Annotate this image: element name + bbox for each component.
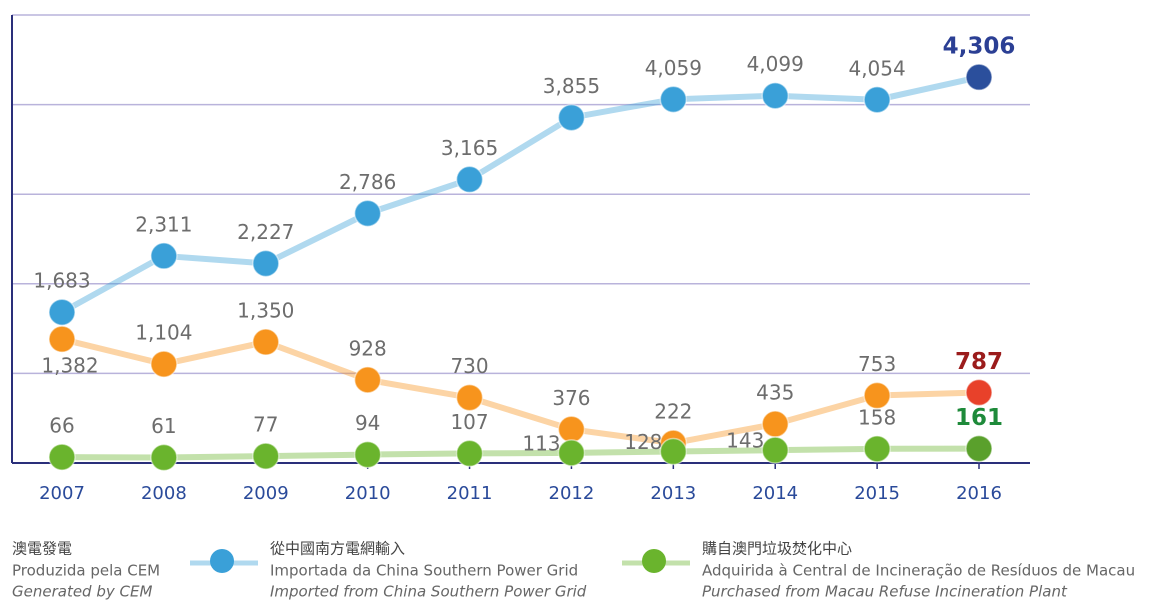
data-point xyxy=(761,410,789,438)
data-point xyxy=(150,242,178,270)
data-point xyxy=(965,378,993,407)
x-tick-label: 2012 xyxy=(549,483,595,504)
x-tick-label: 2016 xyxy=(956,483,1002,504)
legend-label-zh: 澳電發電 xyxy=(12,540,72,558)
data-label: 1,683 xyxy=(33,269,90,293)
data-point xyxy=(761,81,789,110)
data-point xyxy=(965,434,993,463)
data-label: 753 xyxy=(858,352,896,376)
data-label: 128 xyxy=(624,430,662,454)
data-point xyxy=(761,436,789,464)
data-point xyxy=(150,350,178,378)
data-label: 1,350 xyxy=(237,299,294,323)
data-label: 66 xyxy=(49,414,74,438)
data-label: 3,165 xyxy=(441,136,498,160)
x-tick-label: 2011 xyxy=(447,483,493,504)
data-label: 435 xyxy=(756,381,794,405)
legend-marker xyxy=(210,549,234,573)
x-tick-label: 2009 xyxy=(243,483,289,504)
data-label: 1,382 xyxy=(41,354,98,378)
data-point xyxy=(353,440,382,469)
data-point xyxy=(557,103,586,132)
data-label: 61 xyxy=(151,414,176,438)
data-label: 376 xyxy=(552,386,590,410)
legend-label-en: Imported from China Southern Power Grid xyxy=(270,583,587,601)
data-point xyxy=(863,86,891,114)
series-line xyxy=(59,74,982,316)
legend-label-zh: 購自澳門垃圾焚化中心 xyxy=(702,540,852,558)
data-point xyxy=(48,325,76,353)
data-label: 4,059 xyxy=(645,56,702,80)
data-label: 143 xyxy=(726,429,764,453)
data-point xyxy=(659,437,688,466)
x-tick-label: 2008 xyxy=(141,483,187,504)
data-point xyxy=(353,366,382,394)
data-label: 4,099 xyxy=(747,52,804,76)
data-point xyxy=(252,442,280,470)
data-point xyxy=(659,85,688,114)
data-point xyxy=(150,443,178,472)
data-point xyxy=(557,415,586,444)
data-point xyxy=(252,328,280,356)
data-label: 113 xyxy=(522,431,560,455)
data-label: 107 xyxy=(450,410,488,434)
legend-label-pt: Adquirida à Central de Incineração de Re… xyxy=(702,562,1135,580)
data-point xyxy=(48,298,76,326)
data-label: 928 xyxy=(349,336,387,360)
highlight-label: 4,306 xyxy=(943,34,1016,60)
x-tick-label: 2010 xyxy=(345,483,391,504)
legend-label-en: Generated by CEM xyxy=(12,583,152,601)
legend-label-pt: Importada da China Southern Power Grid xyxy=(270,562,578,580)
highlight-label: 787 xyxy=(955,349,1003,375)
data-label: 158 xyxy=(858,405,896,429)
data-point xyxy=(252,249,280,278)
series-line xyxy=(59,445,982,461)
legend-label-pt: Produzida pela CEM xyxy=(12,562,160,580)
legend-label-zh: 從中國南方電網輸入 xyxy=(270,540,405,558)
data-point xyxy=(455,383,484,412)
data-point xyxy=(455,439,484,468)
data-label: 94 xyxy=(355,411,380,435)
data-label: 222 xyxy=(654,400,692,424)
data-point xyxy=(863,435,891,463)
x-tick-label: 2007 xyxy=(39,483,85,504)
data-point xyxy=(863,381,891,410)
legend-label-en: Purchased from Macau Refuse Incineration… xyxy=(702,583,1068,601)
x-tick-label: 2013 xyxy=(650,483,696,504)
data-point xyxy=(455,165,484,194)
highlight-label: 161 xyxy=(955,405,1003,431)
data-point xyxy=(353,199,382,228)
x-tick-label: 2014 xyxy=(752,483,798,504)
data-point xyxy=(965,63,993,91)
data-label: 2,311 xyxy=(135,212,192,236)
data-label: 730 xyxy=(450,354,488,378)
data-label: 77 xyxy=(253,413,278,437)
data-label: 4,054 xyxy=(848,56,905,80)
data-label: 2,786 xyxy=(339,170,396,194)
legend-marker xyxy=(642,549,666,573)
data-label: 1,104 xyxy=(135,321,192,345)
x-tick-label: 2015 xyxy=(854,483,900,504)
data-point xyxy=(557,439,586,467)
data-point xyxy=(48,443,76,471)
data-label: 3,855 xyxy=(543,74,600,98)
series-line xyxy=(59,336,982,447)
data-label: 2,227 xyxy=(237,220,294,244)
